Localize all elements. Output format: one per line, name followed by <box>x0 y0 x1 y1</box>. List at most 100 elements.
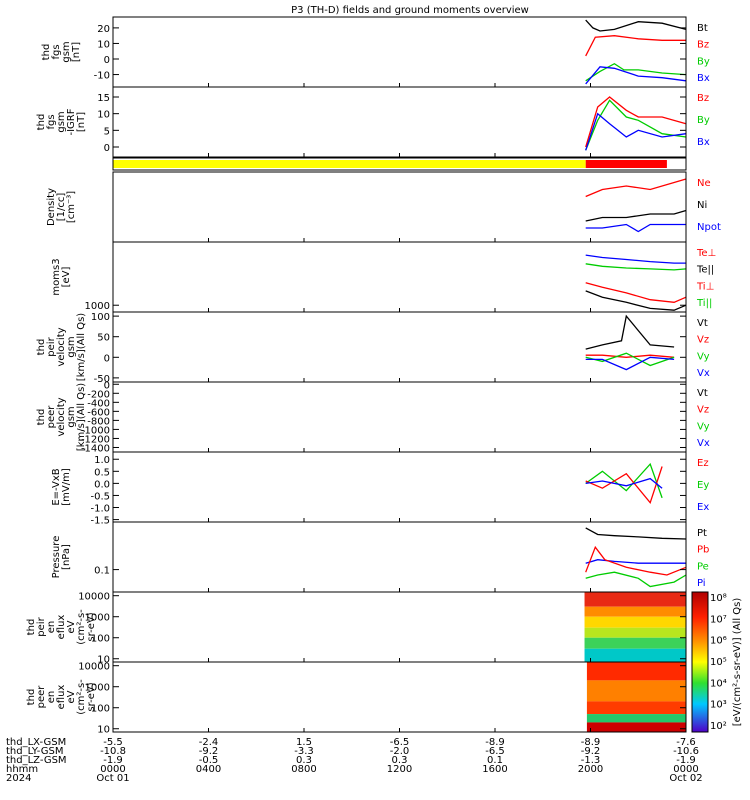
y-tick-label: -50 <box>94 374 110 385</box>
colorbar-tick-label: 10⁶ <box>710 636 727 647</box>
y-tick-label: -1.0 <box>90 504 110 515</box>
series-line <box>585 112 687 151</box>
xaxis-row-value: -1.9 <box>676 755 696 766</box>
y-tick-label: 1000 <box>85 613 110 624</box>
panel-2: 15 10 5 0 thd fgs gsm -IGRF [nT] Bz By Bx <box>36 86 710 158</box>
y-tick-label: 10 <box>97 39 110 50</box>
series-line <box>585 462 663 499</box>
colorbar-tick-label: 10⁵ <box>710 657 727 668</box>
y-axis-label: [km/s](All Qs) <box>76 383 87 451</box>
legend-pe: Pe <box>697 561 709 572</box>
series-line <box>585 290 687 311</box>
y-tick-label: -0.5 <box>90 491 110 502</box>
y-axis-label: peir <box>46 336 57 356</box>
xaxis-row-label: 2024 <box>6 773 31 784</box>
panel-6: 0-200-400-600-800-1000-1200-1400 thd peer v… <box>36 380 710 454</box>
panel-frame <box>112 241 687 313</box>
legend-ti||: Ti|| <box>696 298 712 309</box>
legend-bz: Bz <box>697 93 709 104</box>
y-axis-label: [nT] <box>76 112 87 132</box>
panel-frame <box>112 16 687 88</box>
legend-vx: Vx <box>697 438 710 449</box>
y-axis-label: thd <box>36 114 47 131</box>
y-tick-label: 0.0 <box>94 479 110 490</box>
y-tick-label: 10000 <box>78 592 110 603</box>
y-axis-label: gsm <box>66 406 77 427</box>
series-line <box>585 178 687 198</box>
colorbar-tick-label: 10⁷ <box>710 614 727 625</box>
y-axis-label: thd <box>26 619 37 636</box>
panel-frame <box>112 521 687 593</box>
colorbar-tick-label: 10² <box>710 721 727 732</box>
y-tick-label: -1200 <box>81 434 110 445</box>
colorbar-tick-label: 10⁴ <box>710 678 727 689</box>
series-line <box>585 66 687 85</box>
y-axis-label: eV <box>66 690 77 703</box>
plot-title: P3 (TH-D) fields and ground moments over… <box>291 5 529 16</box>
quality-bar-red <box>585 160 667 168</box>
xaxis-row-value: 0.3 <box>392 755 408 766</box>
legend-ti⊥: Ti⊥ <box>696 281 714 292</box>
xaxis-row-value: -10.6 <box>673 746 699 757</box>
legend-bt: Bt <box>697 23 708 34</box>
xaxis-row-value: 1200 <box>387 764 412 775</box>
colorbar-tick-label: 10⁸ <box>710 593 727 604</box>
spectrogram-band <box>584 592 686 607</box>
y-tick-label: 5 <box>104 126 110 137</box>
xaxis-row-value: -8.9 <box>485 737 505 748</box>
series-line <box>585 545 687 576</box>
y-axis-label: [eV] <box>61 267 72 288</box>
series-line <box>585 209 687 222</box>
y-axis-label: eflux <box>56 615 67 640</box>
y-axis-label: en <box>46 621 57 634</box>
xaxis-row-value: -5.5 <box>103 737 123 748</box>
xaxis-row-value: -1.3 <box>581 755 601 766</box>
legend-pb: Pb <box>697 545 709 556</box>
y-axis-label: -IGRF <box>66 108 77 135</box>
panel-3: Density [1/cc] [cm⁻³] Ne Ni Npot <box>46 171 721 243</box>
legend-vy: Vy <box>697 351 710 362</box>
y-tick-label: 10 <box>97 110 110 121</box>
xaxis-row-value: -6.5 <box>485 746 505 757</box>
xaxis-row-value: 2000 <box>578 764 603 775</box>
legend-vz: Vz <box>697 335 709 346</box>
xaxis-row-value: -8.9 <box>581 737 601 748</box>
y-axis-label: [mV/m] <box>61 468 72 506</box>
quality-bar-frame <box>112 157 687 171</box>
y-tick-label: -1400 <box>81 443 110 454</box>
panel-frame <box>112 86 687 158</box>
legend-vt: Vt <box>697 318 708 329</box>
legend-te||: Te|| <box>696 265 714 276</box>
y-tick-label: -400 <box>87 398 110 409</box>
series-line <box>585 254 686 264</box>
xaxis-row-value: Oct 01 <box>96 773 129 784</box>
legend-bx: Bx <box>697 137 710 148</box>
colorbar <box>691 591 709 733</box>
y-tick-label: 100 <box>91 704 110 715</box>
series-line <box>585 527 687 540</box>
xaxis-row-value: 0400 <box>196 764 221 775</box>
spectrogram-band <box>584 606 686 617</box>
y-axis-label: Pressure <box>51 536 62 579</box>
spectrogram-band <box>584 648 686 662</box>
y-axis-label: gsm <box>56 111 67 132</box>
y-axis-label: E=-VxB <box>51 468 62 505</box>
xaxis-row-value: -6.5 <box>390 737 410 748</box>
series-line <box>585 354 675 358</box>
xaxis-row-value: -9.2 <box>581 746 601 757</box>
xaxis-row-value: 0.1 <box>487 755 503 766</box>
y-tick-label: -600 <box>87 407 110 418</box>
series-line <box>585 559 686 564</box>
legend-by: By <box>697 115 710 126</box>
y-axis-label: fgs <box>46 114 57 129</box>
y-tick-label: -200 <box>87 389 110 400</box>
legend-ey: Ey <box>697 480 709 491</box>
series-line <box>585 19 687 32</box>
y-axis-label: (cm²-s- <box>76 609 87 645</box>
legend-pi: Pi <box>697 578 706 589</box>
spectrogram-band <box>586 722 686 732</box>
xaxis-row-value: -10.8 <box>100 746 126 757</box>
series-line <box>585 314 675 350</box>
legend-by: By <box>697 56 710 67</box>
y-tick-label: 20 <box>97 24 110 35</box>
